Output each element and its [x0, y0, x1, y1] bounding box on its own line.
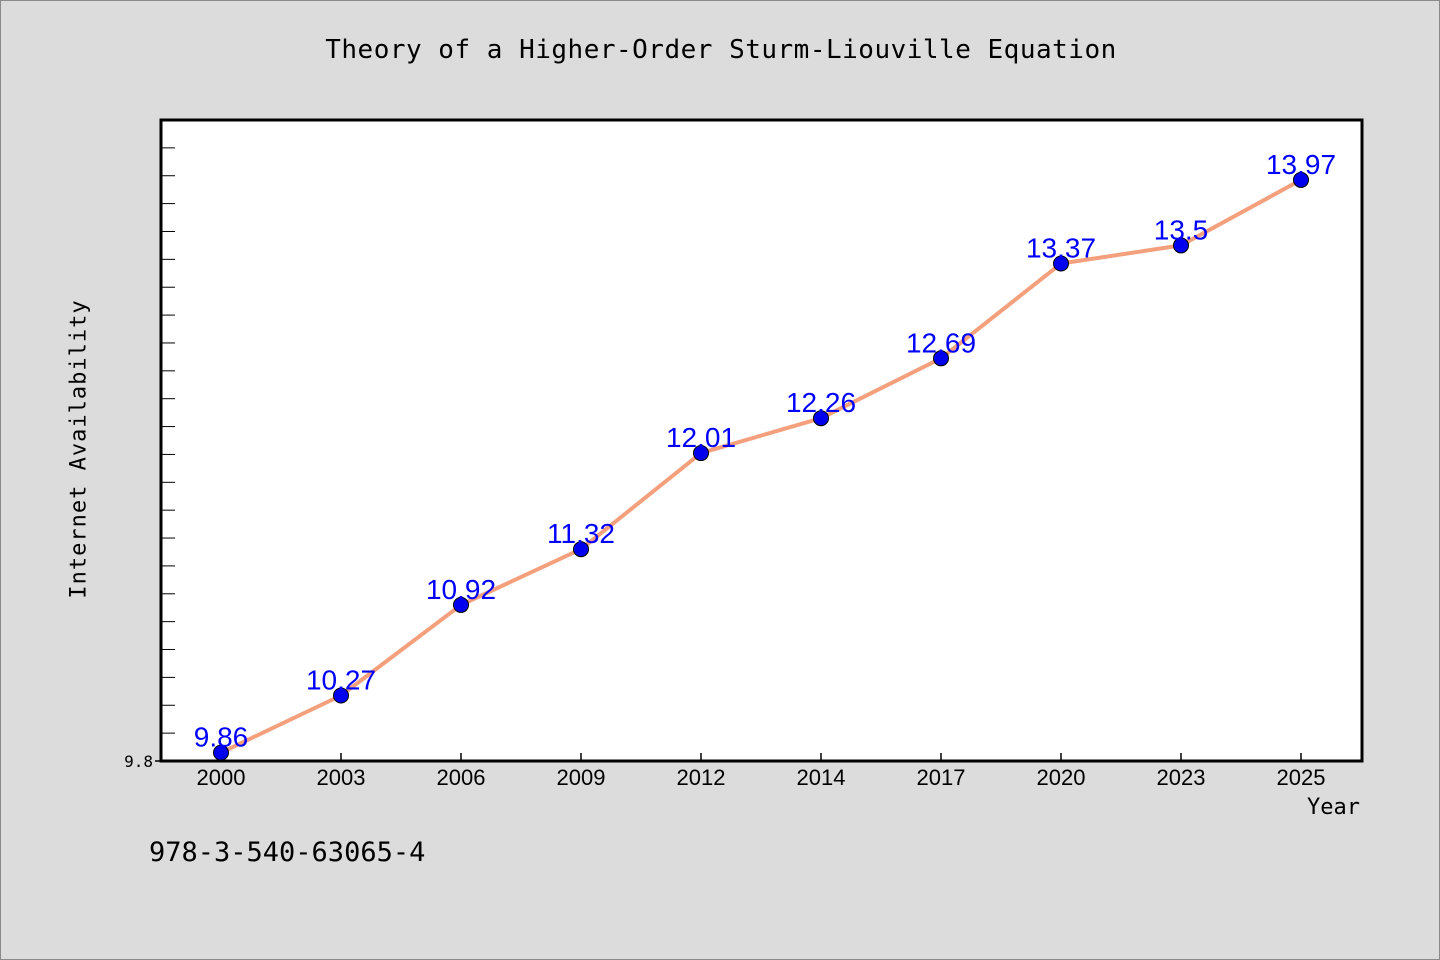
data-point [1293, 171, 1309, 188]
series-line [219, 177, 1303, 755]
x-tick-label: 2014 [797, 765, 846, 790]
plot-area [161, 120, 1362, 761]
x-tick-label: 2006 [437, 765, 486, 790]
data-point [813, 410, 829, 427]
data-label: 12.26 [786, 387, 856, 418]
x-tick-label: 2012 [677, 765, 726, 790]
chart-title: Theory of a Higher-Order Sturm-Liouville… [325, 35, 1117, 65]
markers [213, 171, 1309, 761]
data-label: 11.32 [547, 518, 615, 549]
data-point [933, 350, 949, 367]
y-tick-label: 9.8 [124, 752, 153, 771]
plot-frame [159, 118, 1364, 763]
data-label: 13.5 [1154, 214, 1209, 245]
data-labels: 9.86 10.27 10.92 11.32 12.01 12.26 12.69 13.37 1… [194, 149, 1336, 753]
data-point [1173, 237, 1189, 254]
isbn-text: 978-3-540-63065-4 [149, 837, 426, 868]
x-tick-label: 2020 [1037, 765, 1086, 790]
y-ticks: 9.8 [124, 752, 161, 771]
data-label: 13.97 [1266, 149, 1336, 180]
x-tick-label: 2000 [197, 765, 246, 790]
x-tick-label: 2003 [317, 765, 366, 790]
data-point [453, 596, 469, 613]
data-label: 9.86 [194, 722, 249, 753]
data-point [693, 445, 709, 462]
data-point [1053, 255, 1069, 272]
x-axis-label: Year [1307, 795, 1360, 820]
x-ticks: 2000 2003 2006 2009 2012 2014 2017 2020 2023 2025 [197, 753, 1326, 790]
data-label: 10.92 [426, 574, 496, 605]
data-point [573, 541, 589, 558]
y-minor-ticks [161, 147, 175, 734]
x-tick-label: 2017 [917, 765, 966, 790]
data-label: 10.27 [306, 665, 376, 696]
x-tick-label: 2023 [1157, 765, 1206, 790]
x-tick-label: 2025 [1277, 765, 1326, 790]
x-tick-label: 2009 [557, 765, 606, 790]
data-point [333, 687, 349, 704]
data-label: 13.37 [1026, 233, 1096, 264]
data-label: 12.01 [666, 422, 736, 453]
data-label: 12.69 [906, 327, 976, 358]
